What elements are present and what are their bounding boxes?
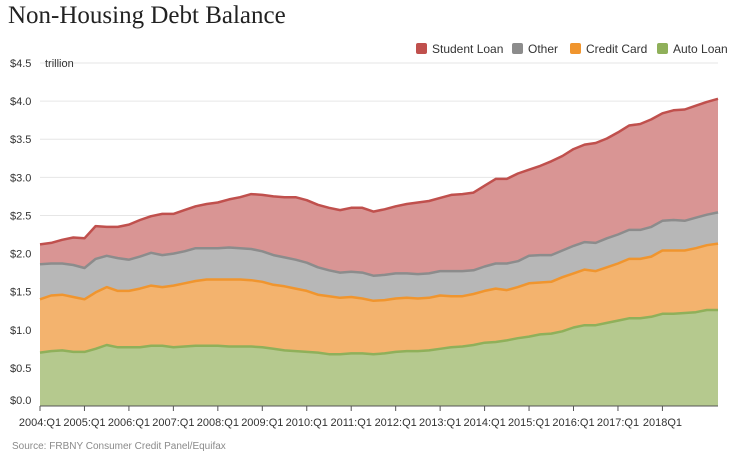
y-tick-label: $1.5 <box>10 287 31 299</box>
line-auto-loan <box>39 308 718 356</box>
line-other <box>39 211 719 277</box>
x-tick-label: 2015:Q1 <box>508 417 550 429</box>
y-tick-label: $3.0 <box>10 172 31 184</box>
legend-label: Auto Loan <box>673 42 728 56</box>
y-axis-unit-label: trillion <box>45 58 74 70</box>
line-student-loan <box>39 97 719 246</box>
y-tick-label: $3.5 <box>10 134 31 146</box>
x-tick-label: 2010:Q1 <box>286 417 328 429</box>
x-tick-label: 2016:Q1 <box>552 417 594 429</box>
x-tick-label: 2007:Q1 <box>152 417 194 429</box>
x-tick-label: 2011:Q1 <box>331 417 372 429</box>
x-tick-label: 2014:Q1 <box>463 417 505 429</box>
legend-swatch <box>657 43 668 54</box>
x-tick-label: 2008:Q1 <box>197 417 239 429</box>
x-tick-label: 2017:Q1 <box>597 417 639 429</box>
area-student-loan <box>40 98 718 276</box>
x-tick-label: 2018Q1 <box>643 417 682 429</box>
y-tick-label: $4.0 <box>10 96 31 108</box>
y-tick-label: $0.0 <box>10 395 31 407</box>
area-credit-card <box>40 243 718 355</box>
x-tick-label: 2012:Q1 <box>375 417 417 429</box>
x-tick-label: 2005:Q1 <box>63 417 105 429</box>
x-tick-label: 2004:Q1 <box>19 417 61 429</box>
legend-swatch <box>570 43 581 54</box>
x-tick-label: 2006:Q1 <box>108 417 150 429</box>
line-credit-card <box>39 242 719 303</box>
legend-label: Credit Card <box>586 42 647 56</box>
source-note: Source: FRBNY Consumer Credit Panel/Equi… <box>12 441 226 452</box>
x-tick-label: 2009:Q1 <box>241 417 283 429</box>
legend-swatch <box>416 43 427 54</box>
legend-label: Student Loan <box>432 42 503 56</box>
y-tick-label: $0.5 <box>10 363 31 375</box>
legend-label: Other <box>528 42 558 56</box>
y-tick-label: $2.5 <box>10 210 31 222</box>
y-tick-label: $4.5 <box>10 58 31 70</box>
y-tick-label: $1.0 <box>10 325 31 337</box>
y-tick-label: $2.0 <box>10 249 31 261</box>
chart-title: Non-Housing Debt Balance <box>8 2 286 29</box>
x-tick-label: 2013:Q1 <box>419 417 461 429</box>
legend-swatch <box>512 43 523 54</box>
